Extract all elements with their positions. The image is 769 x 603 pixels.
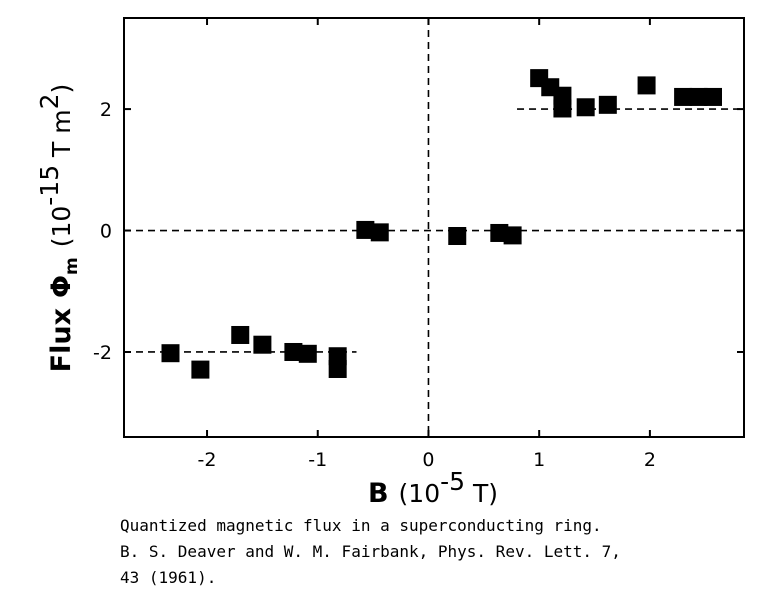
caption-line-1: Quantized magnetic flux in a superconduc…: [120, 516, 602, 535]
x-tick-label: -2: [198, 449, 217, 471]
data-point: [448, 227, 467, 246]
x-tick-label: -1: [308, 449, 327, 471]
x-tick-label: 1: [533, 449, 545, 471]
y-tick-labels: -2 0 2: [93, 99, 112, 364]
data-point: [231, 325, 250, 344]
data-point: [576, 98, 595, 117]
data-point: [637, 76, 656, 95]
y-tick-label: 0: [100, 221, 112, 243]
data-point: [284, 342, 303, 361]
data-point: [191, 360, 210, 379]
data-markers: [161, 69, 722, 379]
data-point: [328, 359, 347, 378]
data-point: [161, 344, 180, 363]
caption-line-2: B. S. Deaver and W. M. Fairbank, Phys. R…: [120, 542, 621, 561]
figure-caption: Quantized magnetic flux in a superconduc…: [120, 513, 760, 591]
data-point: [674, 87, 693, 106]
data-point: [598, 95, 617, 114]
y-axis-title: FluxΦm(10-15 T m2): [35, 84, 82, 373]
data-point: [503, 226, 522, 245]
data-point: [370, 223, 389, 242]
x-tick-labels: -2 -1 0 1 2: [198, 449, 656, 471]
x-tick-label: 0: [422, 449, 434, 471]
caption-line-3: 43 (1961).: [120, 568, 217, 587]
axis-ticks: [124, 18, 744, 437]
data-point: [689, 87, 708, 106]
x-tick-label: 2: [644, 449, 656, 471]
data-point: [553, 99, 572, 118]
y-tick-label: -2: [93, 342, 112, 364]
plot-frame: [123, 17, 745, 438]
data-point: [298, 344, 317, 363]
x-axis-title: B (10-5 T): [368, 467, 498, 509]
data-point: [704, 87, 722, 106]
data-point: [356, 220, 375, 239]
y-tick-label: 2: [100, 99, 112, 121]
data-point: [253, 335, 272, 354]
